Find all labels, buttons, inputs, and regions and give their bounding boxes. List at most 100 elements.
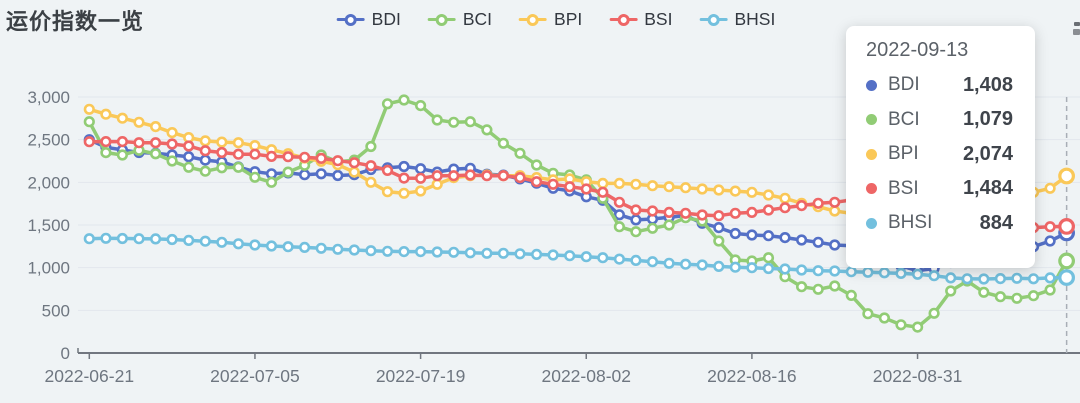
data-point[interactable] bbox=[133, 233, 145, 245]
data-point[interactable] bbox=[514, 172, 526, 184]
data-point[interactable] bbox=[795, 234, 808, 246]
data-point[interactable] bbox=[497, 170, 510, 182]
data-point[interactable] bbox=[729, 261, 741, 273]
data-point[interactable] bbox=[365, 160, 377, 172]
data-point[interactable] bbox=[183, 140, 195, 152]
data-point[interactable] bbox=[646, 222, 659, 234]
data-point[interactable] bbox=[282, 166, 294, 178]
data-point[interactable] bbox=[762, 230, 775, 242]
data-point[interactable] bbox=[1011, 272, 1023, 284]
data-point[interactable] bbox=[216, 136, 228, 148]
data-point[interactable] bbox=[100, 147, 112, 159]
data-point[interactable] bbox=[100, 232, 112, 244]
data-point[interactable] bbox=[133, 116, 145, 128]
data-point[interactable] bbox=[746, 186, 758, 198]
data-point[interactable] bbox=[448, 116, 460, 128]
data-point[interactable] bbox=[365, 245, 377, 257]
data-point[interactable] bbox=[183, 161, 195, 173]
data-point[interactable] bbox=[448, 170, 460, 182]
data-point[interactable] bbox=[265, 150, 278, 162]
data-point[interactable] bbox=[299, 151, 311, 163]
data-point[interactable] bbox=[299, 241, 311, 253]
data-point[interactable] bbox=[348, 157, 360, 169]
data-point[interactable] bbox=[729, 227, 741, 240]
data-point[interactable] bbox=[679, 182, 692, 194]
data-point[interactable] bbox=[398, 160, 410, 173]
data-point[interactable] bbox=[1044, 235, 1056, 247]
data-point[interactable] bbox=[315, 168, 327, 180]
data-point[interactable] bbox=[1044, 182, 1056, 194]
data-point[interactable] bbox=[166, 155, 178, 167]
data-point[interactable] bbox=[613, 177, 626, 189]
data-point[interactable] bbox=[829, 205, 841, 217]
data-point[interactable] bbox=[630, 204, 642, 216]
data-point[interactable] bbox=[199, 135, 211, 147]
data-point[interactable] bbox=[895, 319, 907, 331]
data-point[interactable] bbox=[679, 207, 692, 219]
data-point[interactable] bbox=[597, 177, 609, 189]
data-point[interactable] bbox=[812, 197, 824, 209]
data-point[interactable] bbox=[713, 184, 725, 196]
data-point[interactable] bbox=[829, 196, 841, 208]
data-point[interactable] bbox=[829, 239, 841, 251]
data-point[interactable] bbox=[481, 247, 493, 259]
data-point[interactable] bbox=[878, 267, 891, 279]
data-point[interactable] bbox=[779, 232, 791, 244]
data-point[interactable] bbox=[83, 136, 95, 148]
data-point[interactable] bbox=[166, 138, 178, 150]
hover-point-bci[interactable] bbox=[1058, 252, 1075, 270]
data-point[interactable] bbox=[415, 185, 427, 197]
data-point[interactable] bbox=[812, 236, 824, 248]
data-point[interactable] bbox=[663, 206, 675, 218]
data-point[interactable] bbox=[746, 262, 758, 274]
data-point[interactable] bbox=[1011, 292, 1023, 304]
legend-item-bdi[interactable]: BDI bbox=[336, 9, 401, 30]
data-point[interactable] bbox=[497, 137, 510, 149]
data-point[interactable] bbox=[415, 163, 427, 175]
data-point[interactable] bbox=[762, 189, 775, 201]
data-point[interactable] bbox=[895, 267, 907, 280]
data-point[interactable] bbox=[928, 270, 940, 282]
legend-item-bsi[interactable]: BSI bbox=[609, 9, 672, 30]
data-point[interactable] bbox=[100, 108, 112, 120]
data-point[interactable] bbox=[746, 229, 758, 241]
data-point[interactable] bbox=[580, 251, 592, 263]
data-point[interactable] bbox=[464, 116, 476, 128]
data-point[interactable] bbox=[150, 120, 162, 133]
data-point[interactable] bbox=[415, 246, 427, 258]
data-point[interactable] bbox=[348, 244, 360, 256]
data-point[interactable] bbox=[530, 159, 543, 171]
data-point[interactable] bbox=[265, 240, 278, 252]
data-point[interactable] bbox=[911, 321, 924, 333]
data-point[interactable] bbox=[646, 180, 659, 192]
data-point[interactable] bbox=[1027, 273, 1040, 285]
data-point[interactable] bbox=[415, 99, 427, 112]
data-point[interactable] bbox=[862, 308, 874, 320]
data-point[interactable] bbox=[613, 196, 626, 208]
data-point[interactable] bbox=[547, 178, 559, 190]
data-point[interactable] bbox=[795, 281, 808, 293]
data-point[interactable] bbox=[365, 140, 377, 153]
data-point[interactable] bbox=[530, 248, 543, 260]
data-point[interactable] bbox=[348, 166, 360, 178]
data-point[interactable] bbox=[713, 235, 725, 247]
data-point[interactable] bbox=[514, 147, 526, 159]
data-point[interactable] bbox=[812, 265, 824, 277]
data-point[interactable] bbox=[613, 221, 626, 233]
data-point[interactable] bbox=[762, 204, 775, 216]
data-point[interactable] bbox=[829, 265, 841, 277]
legend-item-bhsi[interactable]: BHSI bbox=[699, 9, 775, 30]
data-point[interactable] bbox=[945, 272, 957, 284]
data-point[interactable] bbox=[415, 172, 427, 184]
data-point[interactable] bbox=[1044, 272, 1056, 284]
data-point[interactable] bbox=[530, 176, 543, 188]
data-point[interactable] bbox=[381, 245, 394, 257]
data-point[interactable] bbox=[812, 283, 824, 295]
data-point[interactable] bbox=[150, 148, 162, 160]
data-point[interactable] bbox=[497, 247, 510, 259]
data-point[interactable] bbox=[448, 246, 460, 258]
data-point[interactable] bbox=[481, 124, 493, 136]
data-point[interactable] bbox=[100, 136, 112, 148]
data-point[interactable] bbox=[299, 169, 311, 181]
